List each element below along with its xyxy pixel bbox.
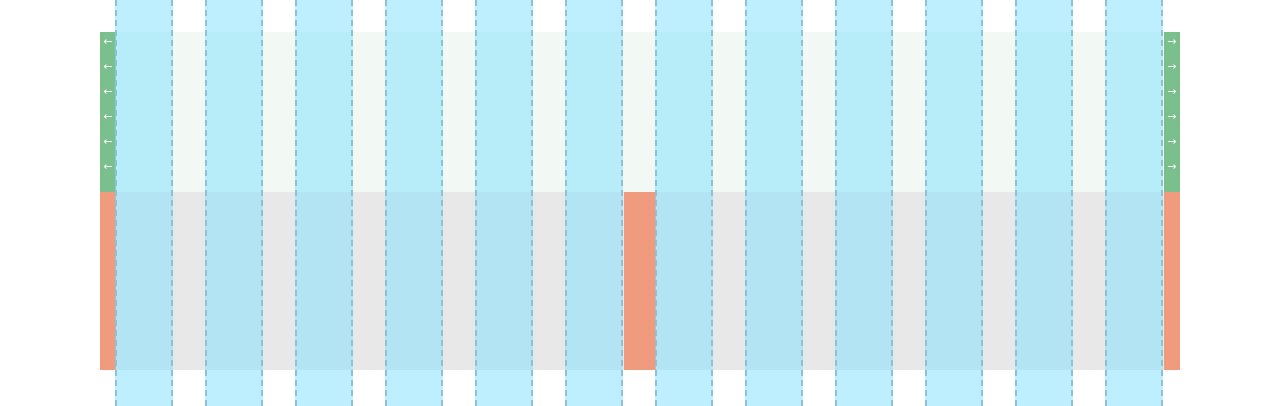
- arrow-right-icon: →: [1167, 135, 1177, 148]
- grid-column: [655, 0, 713, 406]
- arrow-left-icon: ←: [103, 160, 113, 173]
- arrow-left-icon: ←: [103, 135, 113, 148]
- right-gutter-block: [1164, 192, 1180, 370]
- grid-column: [205, 0, 263, 406]
- grid-column: [1015, 0, 1073, 406]
- right-padding-gutter: → → → → → →: [1164, 32, 1180, 192]
- center-gutter-block: [624, 192, 656, 370]
- grid-column: [295, 0, 353, 406]
- grid-column: [1105, 0, 1163, 406]
- grid-column: [385, 0, 443, 406]
- grid-column: [115, 0, 173, 406]
- arrow-left-icon: ←: [103, 85, 113, 98]
- arrow-left-icon: ←: [103, 60, 113, 73]
- arrow-right-icon: →: [1167, 160, 1177, 173]
- arrow-right-icon: →: [1167, 60, 1177, 73]
- grid-column: [745, 0, 803, 406]
- left-gutter-block: [100, 192, 116, 370]
- grid-column: [835, 0, 893, 406]
- grid-column: [925, 0, 983, 406]
- left-padding-gutter: ← ← ← ← ← ←: [100, 32, 116, 192]
- arrow-left-icon: ←: [103, 110, 113, 123]
- grid-column: [565, 0, 623, 406]
- arrow-right-icon: →: [1167, 110, 1177, 123]
- arrow-right-icon: →: [1167, 35, 1177, 48]
- arrow-left-icon: ←: [103, 35, 113, 48]
- grid-column: [475, 0, 533, 406]
- top-row-band: [116, 32, 1164, 192]
- arrow-right-icon: →: [1167, 85, 1177, 98]
